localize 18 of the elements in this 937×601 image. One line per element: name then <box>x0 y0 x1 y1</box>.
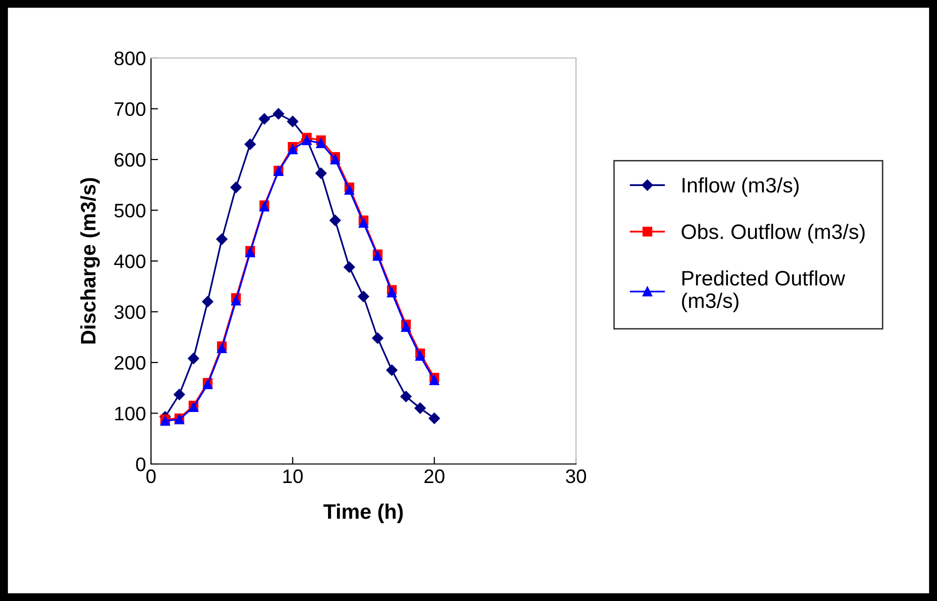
x-tick-label: 10 <box>283 469 303 484</box>
x-tick-label: 30 <box>566 469 586 484</box>
y-tick-label: 0 <box>136 457 146 472</box>
y-tick-label: 300 <box>114 305 146 319</box>
x-tick-label: 20 <box>424 469 444 484</box>
y-tick-label: 600 <box>114 152 146 167</box>
y-tick-label: 400 <box>114 254 146 268</box>
y-tick-label: 100 <box>115 406 146 420</box>
y-axis-title: Discharge (m3/s) <box>80 178 100 344</box>
y-tick-label: 700 <box>114 102 146 116</box>
y-tick-label: 500 <box>114 204 146 218</box>
legend-label: Inflow (m3/s) <box>682 177 799 197</box>
y-tick-label: 800 <box>114 51 146 66</box>
x-axis-title: Time (h) <box>323 504 403 524</box>
legend-label: Predicted Outflow (m3/s) <box>682 270 846 312</box>
y-tick-label: 200 <box>114 356 146 370</box>
legend-label: Obs. Outflow (m3/s) <box>682 224 865 244</box>
x-tick-label: 0 <box>146 469 156 484</box>
